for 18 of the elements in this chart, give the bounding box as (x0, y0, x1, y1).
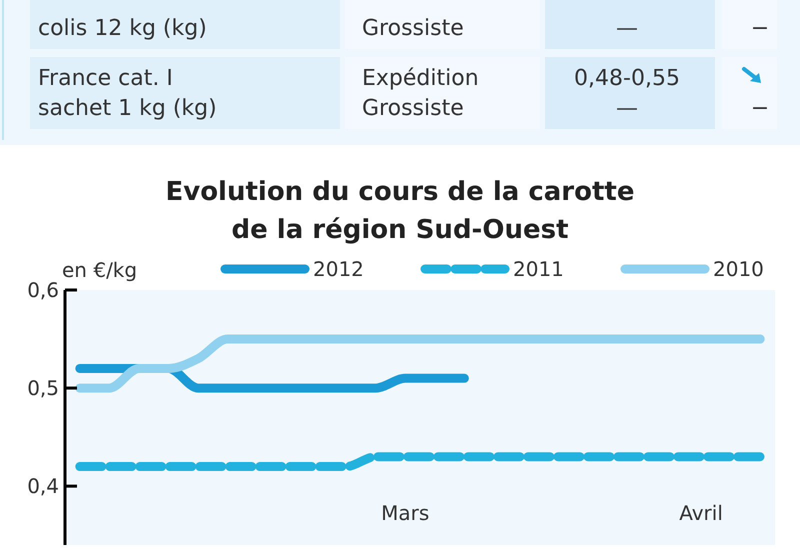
text: − (750, 16, 770, 41)
text: France cat. I sachet 1 kg (kg) (38, 66, 217, 121)
legend-label: 2010 (713, 257, 764, 281)
text: — (616, 16, 638, 41)
y-tick-label: 0,4 (27, 474, 59, 498)
legend-label: 2011 (513, 257, 564, 281)
x-tick-label: Avril (679, 501, 723, 525)
text: Grossiste (362, 16, 464, 41)
text: Expédition Grossiste (362, 66, 479, 121)
text: colis 12 kg (kg) (38, 16, 207, 41)
legend-label: 2012 (313, 257, 364, 281)
y-tick-label: 0,6 (27, 278, 59, 302)
text: 0,48-0,55 — (574, 66, 680, 121)
y-tick-label: 0,5 (27, 376, 59, 400)
text: − (750, 96, 770, 121)
y-axis-title: en €/kg (62, 258, 138, 282)
x-tick-label: Mars (381, 501, 430, 525)
chart-title: Evolution du cours de la carotte de la région Sud-Ouest (165, 177, 635, 245)
